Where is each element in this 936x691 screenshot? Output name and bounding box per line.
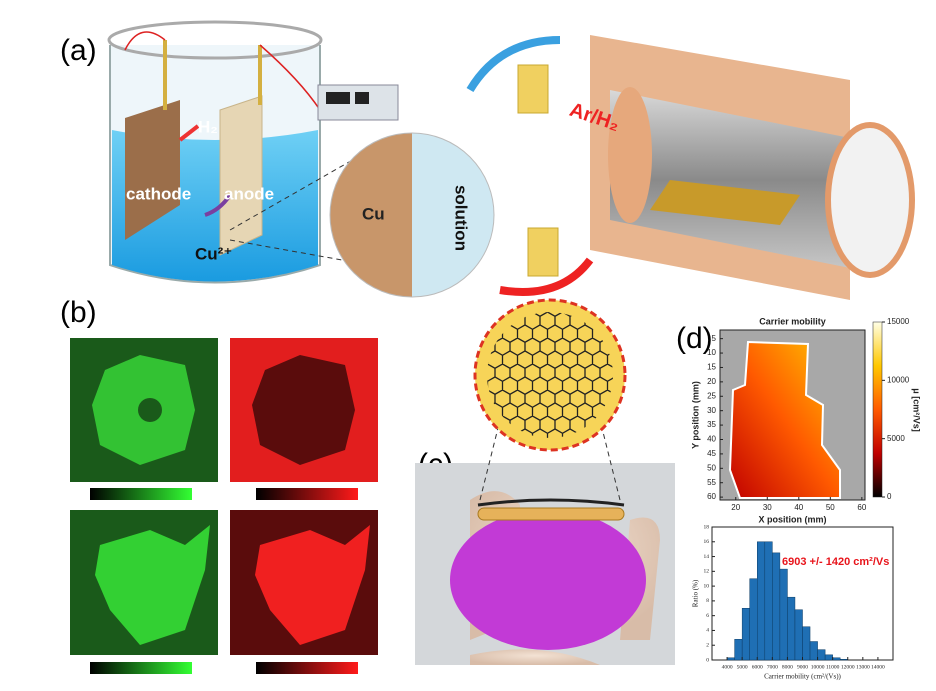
magnifier (229, 132, 495, 298)
y-tick-label: 55 (707, 478, 716, 487)
y-tick-label: 12 (704, 569, 710, 575)
wafer-photo (415, 298, 675, 665)
x-tick-label: 30 (763, 503, 772, 512)
x-tick-label: 20 (731, 503, 740, 512)
colorbar-tick-label: 5000 (887, 434, 905, 443)
x-axis-label: Carrier mobility (cm²/(Vs)) (764, 673, 841, 681)
y-tick-label: 18 (704, 524, 710, 530)
y-tick-label: 25 (707, 391, 716, 400)
x-tick-label: 12000 (841, 664, 855, 670)
panel-label: (a) (60, 34, 97, 67)
bar (734, 639, 743, 661)
bar (824, 654, 833, 661)
y-tick-label: 45 (707, 449, 716, 458)
y-tick-label: 50 (707, 463, 716, 472)
y-tick-label: 8 (706, 598, 709, 604)
panel-label: (b) (60, 296, 97, 329)
solution-label: solution (452, 185, 471, 251)
y-tick-label: 0 (706, 657, 709, 663)
cu-ion-label: Cu²⁺ (195, 244, 232, 263)
plot-frames (711, 329, 894, 661)
cathode-label: cathode (126, 184, 191, 203)
x-axis-label: X position (mm) (759, 514, 827, 524)
y-tick-label: 10 (704, 583, 710, 589)
y-tick-label: 4 (706, 628, 709, 634)
bar (772, 552, 781, 661)
x-tick-label: 6000 (752, 664, 763, 670)
colorbar-label: μ [cm²/Vs] (912, 388, 922, 432)
bar (794, 609, 803, 661)
bar (741, 608, 750, 661)
bar (802, 626, 811, 661)
colorbar (872, 321, 883, 498)
mapping-images (70, 338, 378, 674)
y-tick-label: 2 (706, 642, 709, 648)
y-axis-label: Ratio (%) (692, 579, 700, 607)
x-tick-label: 5000 (737, 664, 748, 670)
y-tick-label: 30 (707, 406, 716, 415)
x-tick-label: 10000 (811, 664, 825, 670)
bar (839, 659, 848, 661)
x-tick-label: 40 (794, 503, 803, 512)
bar (832, 657, 841, 661)
x-tick-label: 11000 (826, 664, 840, 670)
x-tick-label: 50 (826, 503, 835, 512)
h2-label: H₂ (198, 117, 218, 136)
colorbar-tick-label: 15000 (887, 317, 910, 326)
bar (764, 541, 773, 661)
y-tick-label: 15 (707, 363, 716, 372)
annotation: 6903 +/- 1420 cm²/Vs (782, 556, 889, 568)
y-tick-label: 40 (707, 435, 716, 444)
x-tick-label: 60 (857, 503, 866, 512)
y-tick-label: 35 (707, 420, 716, 429)
x-tick-label: 4000 (722, 664, 733, 670)
bar (749, 578, 758, 661)
furnace (466, 35, 915, 300)
colorbar-tick-label: 10000 (887, 375, 910, 384)
y-tick-label: 16 (704, 539, 710, 545)
chart-title: Carrier mobility (759, 316, 826, 326)
y-tick-label: 6 (706, 613, 709, 619)
colorbar-tick-label: 0 (887, 492, 892, 501)
y-tick-label: 20 (707, 377, 716, 386)
panel-label: (d) (676, 322, 713, 355)
x-tick-label: 7000 (767, 664, 778, 670)
x-tick-label: 13000 (856, 664, 870, 670)
y-axis-label: Y position (mm) (690, 381, 700, 449)
anode-label: anode (224, 184, 274, 203)
bar (779, 568, 788, 661)
bar (757, 541, 766, 661)
y-tick-label: 10 (707, 348, 716, 357)
bar (817, 649, 826, 661)
bar (787, 596, 796, 661)
y-tick-label: 14 (704, 554, 710, 560)
cu-label: Cu (362, 204, 385, 223)
beaker (107, 20, 399, 284)
bar (809, 641, 818, 661)
x-tick-label: 8000 (782, 664, 793, 670)
y-tick-label: 5 (712, 334, 717, 343)
x-tick-label: 9000 (797, 664, 808, 670)
bar (726, 657, 735, 661)
x-tick-label: 14000 (871, 664, 885, 670)
y-tick-label: 60 (707, 492, 716, 501)
